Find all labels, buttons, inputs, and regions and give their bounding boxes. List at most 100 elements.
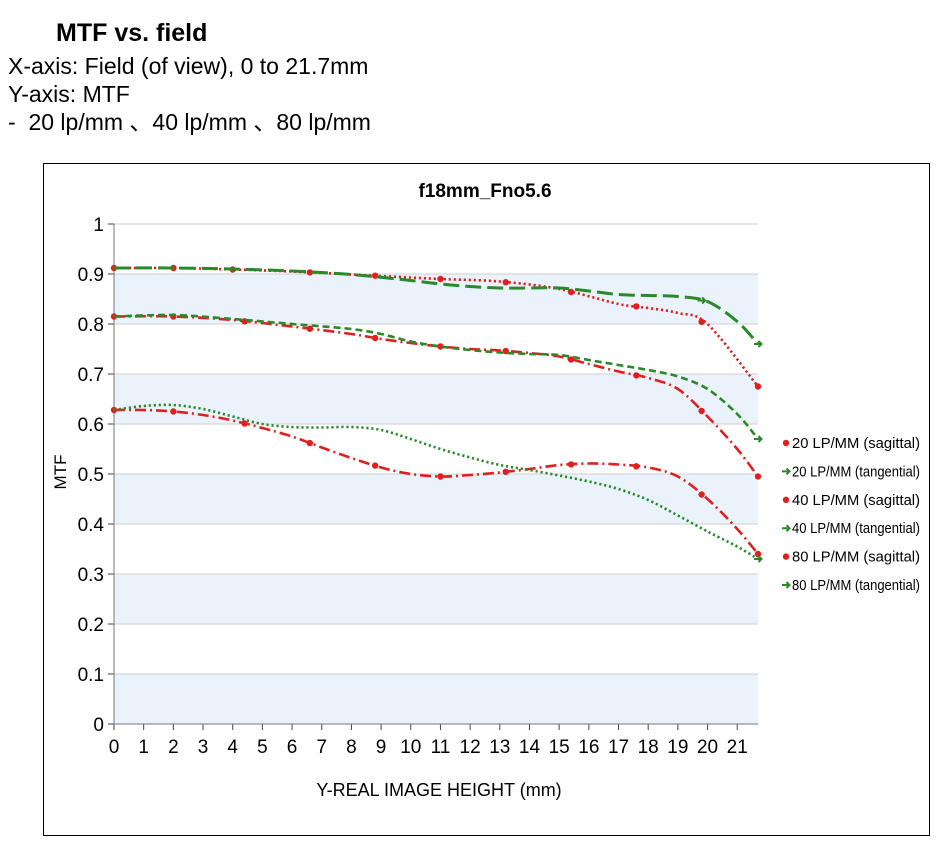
y-tick-label: 0.5 — [78, 465, 104, 486]
data-point — [567, 356, 575, 363]
x-tick-label: 9 — [376, 737, 387, 758]
x-tick-label: 13 — [489, 737, 510, 758]
x-axis-label: Y-REAL IMAGE HEIGHT (mm) — [316, 780, 561, 800]
data-point — [698, 407, 705, 415]
legend-marker — [782, 496, 790, 503]
legend-entry: 80 LP/MM (tangential) — [792, 578, 920, 594]
data-point — [371, 272, 379, 279]
data-point — [633, 463, 640, 470]
data-point — [698, 491, 705, 498]
y-tick-label: 0 — [93, 715, 104, 736]
legend-entry: 40 LP/MM (sagittal) — [792, 493, 920, 509]
data-point — [567, 461, 575, 468]
x-tick-label: 12 — [460, 737, 481, 758]
y-tick-label: 0.4 — [78, 515, 105, 536]
header-frequencies-note: - 20 lp/mm 、40 lp/mm 、80 lp/mm — [8, 109, 371, 135]
x-tick-label: 3 — [198, 737, 209, 758]
x-tick-label: 8 — [346, 737, 357, 758]
legend-marker — [782, 524, 791, 532]
data-point — [754, 340, 763, 348]
data-point — [567, 288, 575, 296]
legend-marker — [782, 467, 791, 476]
legend-marker — [782, 439, 790, 447]
legend-entry: 40 LP/MM (tangential) — [792, 521, 920, 537]
background-band — [114, 474, 758, 524]
x-tick-label: 2 — [168, 737, 179, 758]
header-yaxis-note: Y-axis: MTF — [8, 81, 130, 107]
background-bands — [114, 274, 758, 724]
y-tick-label: 0.3 — [78, 565, 104, 586]
series-line — [113, 314, 760, 478]
y-tick-label: 0.9 — [78, 265, 104, 286]
x-tick-label: 6 — [287, 737, 298, 758]
data-point — [371, 334, 379, 342]
y-tick-label: 0.1 — [78, 665, 104, 686]
x-tick-label: 0 — [109, 737, 120, 758]
x-tick-label: 11 — [431, 737, 451, 758]
data-point — [437, 275, 444, 283]
y-tick-label: 0.2 — [78, 615, 104, 636]
data-point — [170, 408, 177, 415]
series-4 — [113, 313, 763, 443]
series-layer — [110, 264, 763, 563]
data-point — [437, 473, 444, 480]
x-tick-label: 10 — [400, 737, 421, 758]
y-tick-label: 1 — [93, 215, 104, 236]
data-point — [306, 325, 314, 332]
y-axis-label: MTF — [51, 455, 70, 490]
data-point — [502, 468, 509, 475]
series-5 — [110, 406, 762, 558]
x-tick-label: 20 — [697, 737, 718, 758]
background-band — [114, 674, 758, 724]
x-tick-label: 14 — [519, 737, 541, 758]
x-tick-label: 18 — [638, 737, 659, 758]
legend: 20 LP/MM (sagittal) 20 LP/MM (tangential)… — [782, 436, 920, 594]
data-point — [754, 383, 762, 390]
x-tick-label: 5 — [257, 737, 268, 758]
data-point — [437, 343, 444, 350]
x-tick-label: 15 — [549, 737, 570, 758]
legend-entry: 20 LP/MM (sagittal) — [792, 436, 920, 452]
series-2 — [113, 266, 763, 348]
mtf-chart: 00.10.20.30.40.50.60.70.80.910 1 2 3 4 5 6 7 8 9 1… — [51, 181, 920, 800]
data-point — [306, 269, 314, 276]
data-point — [371, 462, 379, 469]
x-tick-label: 1 — [138, 737, 149, 758]
x-tick-label: 21 — [727, 737, 748, 758]
chart-frame: 0 0.1 0.2 0.3 0.4 0.5 0.6 0.7 0.8 0.9 1 0 1 2 3 4 5 6 7 8 9 1… — [43, 163, 930, 836]
series-line — [113, 403, 759, 561]
x-tick-label: 7 — [316, 737, 327, 758]
x-tick-label: 19 — [667, 737, 688, 758]
legend-entry: 80 LP/MM (sagittal) — [792, 550, 920, 566]
legend-marker — [782, 553, 790, 560]
data-point — [754, 550, 762, 558]
background-band — [114, 274, 758, 324]
data-point — [502, 279, 509, 286]
y-tick-label: 0.8 — [78, 315, 104, 336]
x-tick-label: 17 — [608, 737, 629, 758]
header-title: MTF vs. field — [56, 19, 208, 47]
background-band — [114, 374, 758, 424]
header-xaxis-note: X-axis: Field (of view), 0 to 21.7mm — [8, 53, 369, 79]
data-point — [754, 473, 762, 480]
chart-header: MTF vs. field X-axis: Field (of view), 0… — [8, 18, 708, 136]
x-tick-label: 4 — [227, 737, 238, 758]
series-line — [113, 266, 760, 346]
data-point — [306, 439, 314, 447]
y-tick-label: 0.7 — [78, 365, 104, 386]
data-point — [633, 372, 640, 379]
data-point — [754, 555, 763, 563]
y-tick-label: 0.6 — [78, 415, 104, 436]
legend-entry: 20 LP/MM (tangential) — [792, 464, 920, 480]
background-band — [114, 574, 758, 624]
axes: 00.10.20.30.40.50.60.70.80.910 1 2 3 4 5 6 7 8 9 1… — [78, 215, 758, 758]
data-point — [697, 296, 707, 305]
x-tick-label: 16 — [578, 737, 599, 758]
data-point — [241, 420, 248, 427]
series-line — [113, 313, 760, 440]
gridlines — [114, 223, 758, 725]
data-point — [754, 435, 763, 443]
data-point — [698, 318, 705, 325]
data-point — [633, 303, 640, 310]
legend-marker — [782, 581, 791, 589]
